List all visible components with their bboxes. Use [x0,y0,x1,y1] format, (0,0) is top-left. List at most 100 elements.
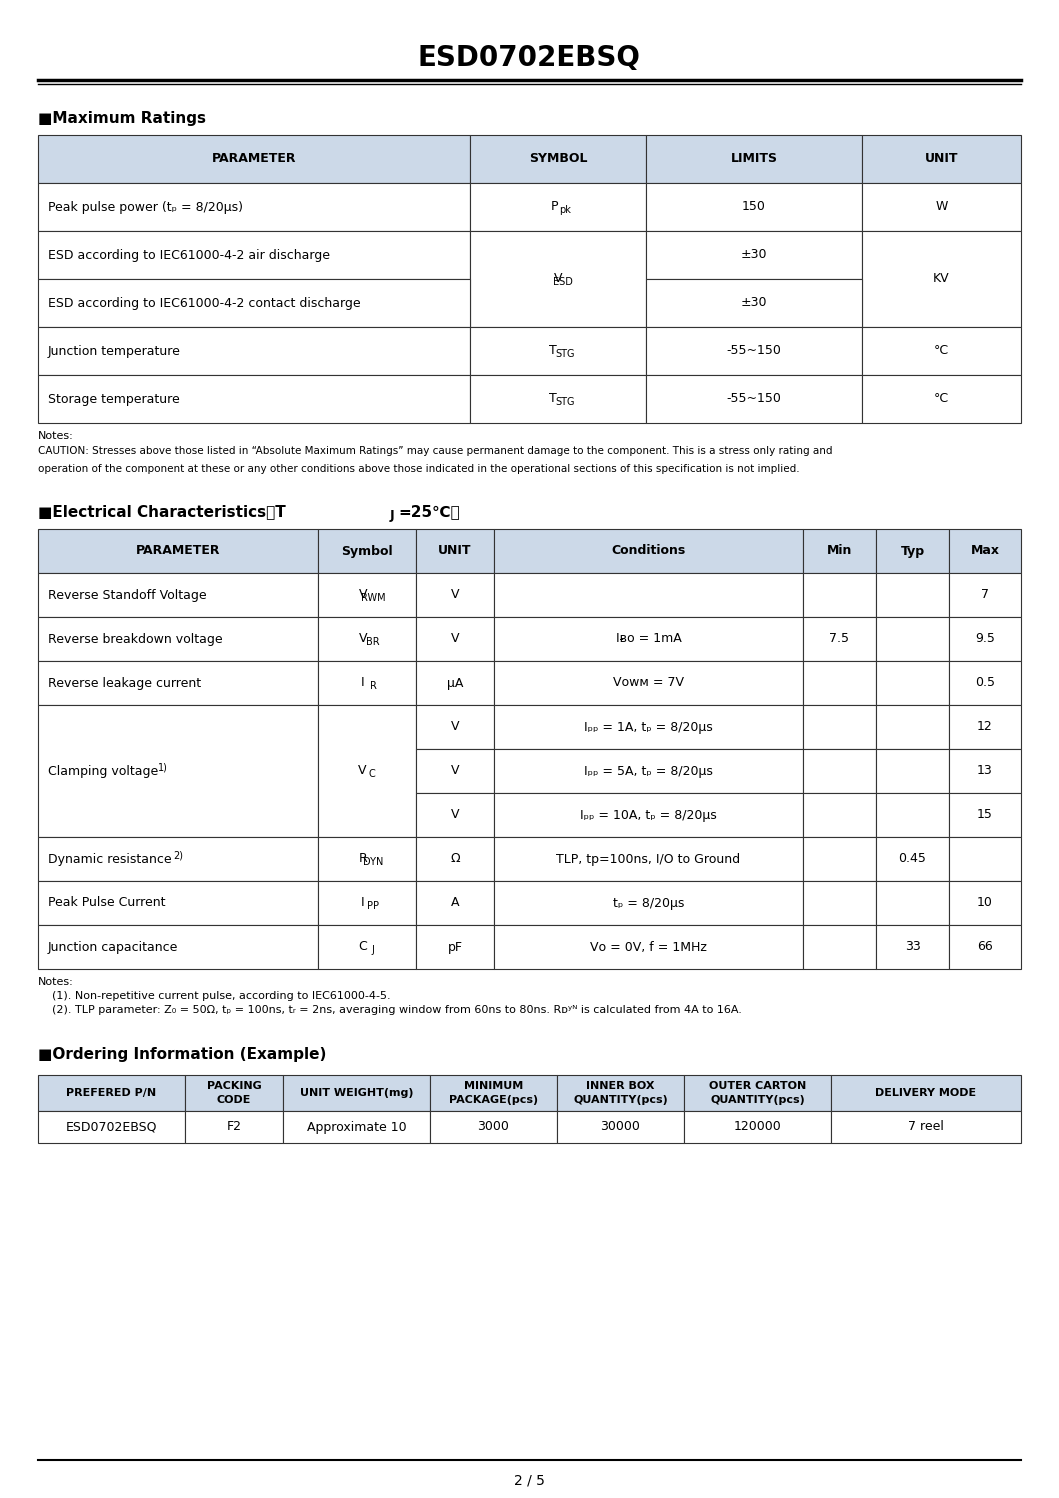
Text: QUANTITY(pcs): QUANTITY(pcs) [573,1095,668,1106]
Text: STG: STG [555,397,575,407]
Text: Reverse Standoff Voltage: Reverse Standoff Voltage [48,589,207,602]
Text: Storage temperature: Storage temperature [48,392,180,406]
Text: Iₚₚ = 10A, tₚ = 8/20μs: Iₚₚ = 10A, tₚ = 8/20μs [580,809,717,821]
Text: 2 / 5: 2 / 5 [514,1473,544,1488]
Text: tₚ = 8/20μs: tₚ = 8/20μs [613,896,684,909]
Text: J: J [390,508,395,521]
Text: INNER BOX: INNER BOX [587,1082,654,1091]
Text: 10: 10 [977,896,993,909]
Bar [803,574,876,617]
Bar [949,837,1021,881]
Bar [318,574,416,617]
Bar [949,924,1021,969]
Bar [185,1076,283,1112]
Text: ±30: ±30 [740,249,768,262]
Bar [949,661,1021,706]
Bar [803,617,876,661]
Text: 150: 150 [742,201,766,214]
Text: Reverse breakdown voltage: Reverse breakdown voltage [48,632,222,646]
Text: 15: 15 [977,809,993,821]
Bar [493,881,803,924]
Text: Reverse leakage current: Reverse leakage current [48,677,201,689]
Text: Iₚₚ = 5A, tₚ = 8/20μs: Iₚₚ = 5A, tₚ = 8/20μs [585,764,713,777]
Text: (1). Non-repetitive current pulse, according to IEC61000-4-5.: (1). Non-repetitive current pulse, accor… [38,992,391,1001]
Text: 9.5: 9.5 [975,632,995,646]
Text: Symbol: Symbol [341,544,393,557]
Bar [283,1112,430,1143]
Text: LIMITS: LIMITS [731,153,777,165]
Bar [493,661,803,706]
Bar [318,529,416,574]
Text: ±30: ±30 [740,297,768,310]
Text: C: C [359,941,367,954]
Text: 33: 33 [904,941,920,954]
Bar [876,529,949,574]
Text: Notes:: Notes: [38,431,74,440]
Text: °C: °C [934,345,949,358]
Text: J: J [372,945,375,956]
Bar [38,231,470,279]
Text: ESD according to IEC61000-4-2 air discharge: ESD according to IEC61000-4-2 air discha… [48,249,330,262]
Text: operation of the component at these or any other conditions above those indicate: operation of the component at these or a… [38,464,800,473]
Bar [876,924,949,969]
Text: Notes:: Notes: [38,977,74,987]
Text: MINIMUM: MINIMUM [464,1082,523,1091]
Bar [416,574,493,617]
Bar [949,792,1021,837]
Bar [876,574,949,617]
Bar [470,135,646,183]
Bar [38,529,318,574]
Bar [803,529,876,574]
Text: RWM: RWM [361,593,385,604]
Bar [646,374,862,422]
Bar [684,1112,831,1143]
Bar [416,529,493,574]
Text: ■Ordering Information (Example): ■Ordering Information (Example) [38,1047,326,1062]
Bar [38,374,470,422]
Bar [430,1076,557,1112]
Bar [416,661,493,706]
Bar [38,183,470,231]
Text: 120000: 120000 [734,1121,782,1134]
Bar [38,279,470,327]
Text: V: V [554,273,562,286]
Text: pF: pF [448,941,463,954]
Bar [876,617,949,661]
Text: μA: μA [447,677,463,689]
Bar [38,574,318,617]
Bar [949,529,1021,574]
Bar [876,792,949,837]
Text: R: R [370,682,376,691]
Bar [185,1112,283,1143]
Bar [646,279,862,327]
Text: Vᴏᴡᴍ = 7V: Vᴏᴡᴍ = 7V [613,677,684,689]
Text: 66: 66 [977,941,993,954]
Text: PACKING: PACKING [207,1082,262,1091]
Text: °C: °C [934,392,949,406]
Bar [38,1112,185,1143]
Text: Junction temperature: Junction temperature [48,345,181,358]
Text: ESD according to IEC61000-4-2 contact discharge: ESD according to IEC61000-4-2 contact di… [48,297,361,310]
Text: V: V [359,632,367,646]
Bar [862,231,1021,327]
Text: -55~150: -55~150 [726,345,782,358]
Text: T: T [550,392,557,406]
Text: Junction capacitance: Junction capacitance [48,941,178,954]
Text: 1): 1) [158,762,168,773]
Text: TLP, tp=100ns, I/O to Ground: TLP, tp=100ns, I/O to Ground [556,852,740,866]
Bar [318,924,416,969]
Bar [862,183,1021,231]
Bar [803,792,876,837]
Bar [38,706,318,837]
Text: Iᴃᴏ = 1mA: Iᴃᴏ = 1mA [615,632,681,646]
Text: OUTER CARTON: OUTER CARTON [708,1082,806,1091]
Bar [416,837,493,881]
Bar [876,837,949,881]
Text: A: A [451,896,460,909]
Text: DYN: DYN [363,857,383,867]
Text: Iₚₚ = 1A, tₚ = 8/20μs: Iₚₚ = 1A, tₚ = 8/20μs [585,721,713,734]
Bar [876,749,949,792]
Bar [416,924,493,969]
Bar [803,661,876,706]
Text: PARAMETER: PARAMETER [212,153,297,165]
